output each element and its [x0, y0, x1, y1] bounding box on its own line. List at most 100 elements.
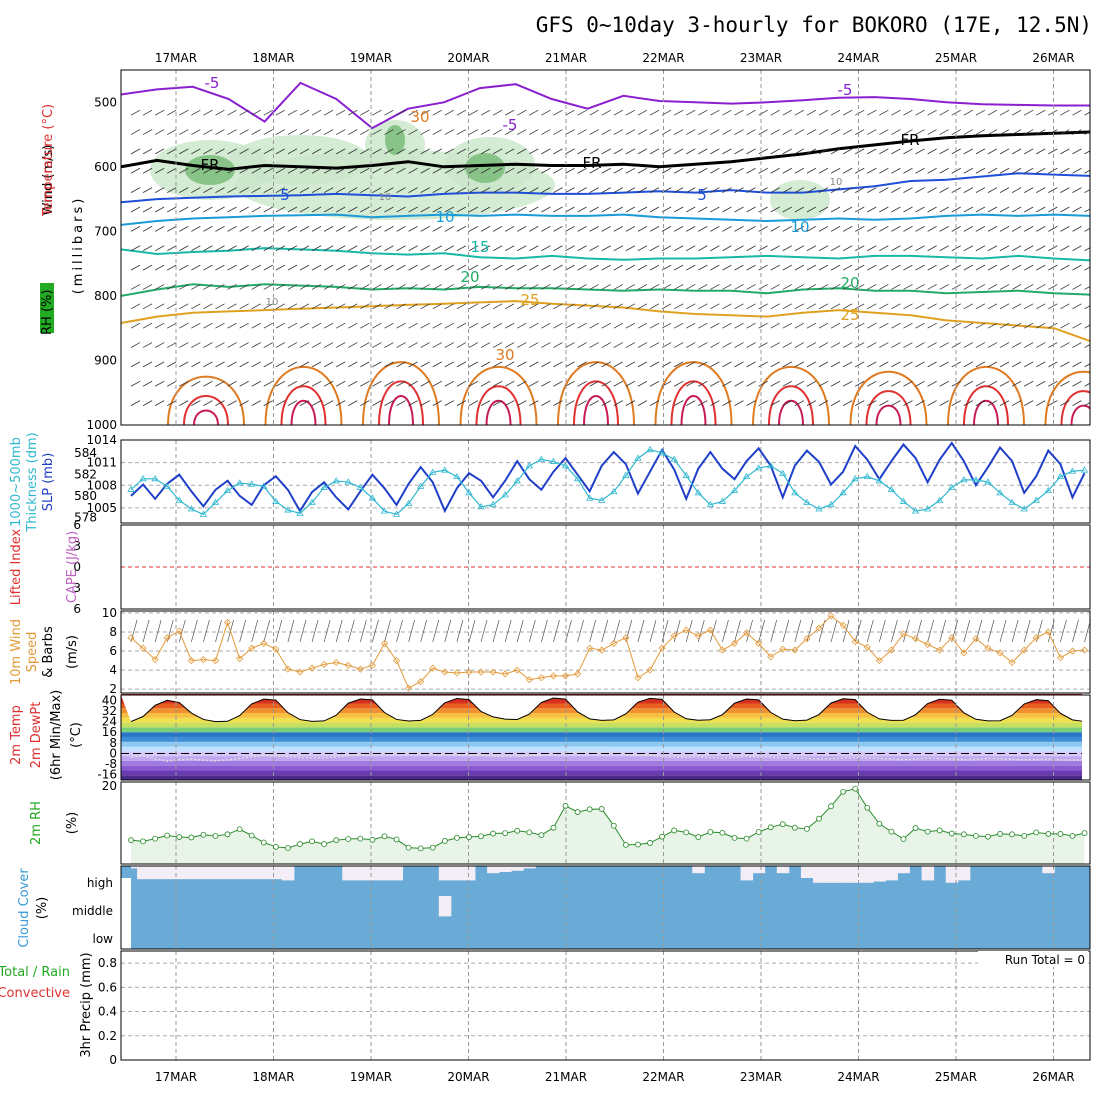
wind-barb — [504, 380, 515, 387]
wind-barb — [420, 264, 430, 271]
wind-barb — [335, 303, 346, 310]
wind-barb — [167, 342, 177, 348]
wind-barb — [818, 284, 829, 290]
wind-barb — [987, 361, 998, 368]
wind-barb — [673, 187, 684, 193]
wind-barb — [203, 167, 213, 174]
wind-barb — [420, 619, 428, 643]
wind-barb — [722, 226, 732, 232]
wind-barb — [710, 226, 720, 232]
rh2m-marker — [610, 822, 617, 829]
wind-barb — [444, 284, 455, 290]
wind-barb — [504, 187, 515, 193]
warm-contour — [1044, 370, 1090, 425]
date-tick-bottom: 20MAR — [447, 1070, 489, 1084]
high-cloud-gap — [957, 866, 971, 881]
high-cloud-gap — [692, 866, 705, 874]
high-cloud-gap — [873, 866, 886, 882]
wind-barb — [360, 226, 370, 232]
wind-barb — [130, 322, 141, 329]
wind-barb — [818, 400, 829, 406]
wind-barb — [179, 342, 189, 348]
wind-barb — [903, 109, 913, 116]
middle-cloud-gap — [438, 896, 452, 917]
wind-barb — [504, 303, 515, 310]
ylabel-precip-convective: Convective — [0, 986, 70, 1001]
wind-barb — [179, 361, 189, 368]
rh2m-marker — [695, 834, 702, 840]
wind-barb — [927, 206, 937, 213]
wind-barb — [963, 342, 974, 348]
wind-barb — [758, 303, 768, 310]
wind-barb — [517, 148, 527, 155]
wind-barb — [867, 206, 877, 213]
wind-barb — [879, 206, 889, 213]
wind-barb — [1048, 187, 1058, 193]
wind-barb — [275, 148, 286, 155]
wind-barb — [915, 361, 925, 368]
wind-barb — [927, 245, 937, 252]
rh2m-marker — [164, 832, 171, 839]
wind-barb — [770, 226, 780, 232]
wind-barb — [963, 226, 974, 232]
rh2m-marker — [635, 841, 641, 848]
rh2m-marker — [828, 803, 834, 810]
wind-barb — [866, 619, 874, 643]
wind-barb — [311, 380, 322, 387]
wind-barb — [794, 342, 805, 348]
wind-barb — [855, 322, 865, 329]
wind-barb — [263, 380, 273, 387]
wind-barb — [432, 264, 442, 271]
wind-barb — [553, 264, 563, 271]
wind-barb — [625, 303, 636, 310]
wind-barb — [360, 284, 370, 290]
wind-barb — [1048, 400, 1058, 406]
wind-tick: 10 — [102, 606, 117, 620]
wind-barb — [504, 167, 515, 174]
wind-barb — [384, 322, 394, 329]
wind-barb — [480, 226, 491, 232]
wind-barb — [444, 109, 455, 116]
wind-barb — [927, 167, 937, 174]
wind-barb — [541, 303, 551, 310]
thickness-marker — [1056, 472, 1065, 480]
wind-barb — [480, 342, 491, 348]
wind-marker — [960, 649, 968, 657]
pressure-tick: 900 — [94, 353, 117, 367]
wind-barb — [673, 226, 684, 232]
wind-barb — [842, 303, 853, 310]
wind-marker — [163, 634, 171, 642]
wind-barb — [1060, 380, 1070, 387]
wind-marker — [706, 626, 714, 634]
wind-barb — [251, 284, 261, 290]
wind-barb — [1036, 322, 1046, 329]
wind-barb — [311, 109, 322, 116]
wind-barb — [770, 361, 780, 368]
rh2m-marker — [333, 837, 340, 844]
wind-barb — [408, 245, 418, 252]
ylabel-rh2m: 2m RH — [29, 801, 44, 845]
high-cloud-gap — [849, 866, 862, 883]
wind-barb — [299, 206, 310, 213]
wind-barb — [287, 109, 298, 116]
rh2m-marker — [453, 834, 460, 841]
wind-barb — [541, 264, 551, 271]
wind-barb — [541, 619, 548, 643]
wind-barb — [444, 245, 455, 252]
wind-barb — [879, 284, 889, 290]
wind-barb — [239, 187, 249, 193]
wind-barb — [335, 400, 346, 406]
wind-barb — [492, 206, 503, 213]
high-cloud-gap — [462, 866, 476, 881]
wind-barb — [529, 303, 539, 310]
wind-barb — [649, 342, 660, 348]
wind-barb — [203, 148, 213, 155]
wind-barb — [589, 400, 599, 406]
wind-barb — [408, 206, 418, 213]
ylabel-wind: Wind (m/s) — [41, 145, 56, 216]
wind-barb — [987, 167, 998, 174]
wind-barb — [637, 129, 648, 135]
wind-barb — [191, 342, 201, 348]
wind-marker — [863, 643, 871, 651]
